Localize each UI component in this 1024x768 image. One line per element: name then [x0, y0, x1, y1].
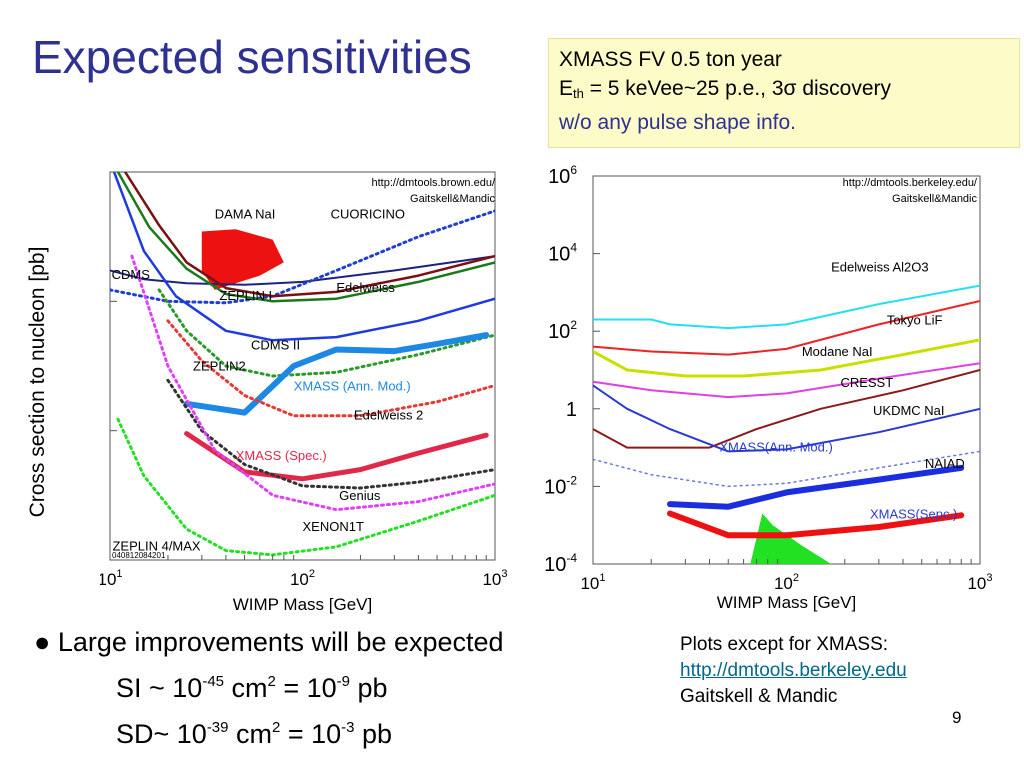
note-line-3: w/o any pulse shape info.: [559, 111, 796, 134]
cresst-curve: [593, 369, 980, 449]
footer-code: 040812084201: [112, 551, 166, 560]
plot-frame: [592, 175, 981, 565]
cdms-label: CDMS: [112, 267, 151, 282]
sd-conversion: SD~ 10-39 cm2 = 10-3 pb: [116, 719, 393, 749]
cresst-label: CRESST: [840, 375, 893, 390]
page-title: Expected sensitivities: [32, 31, 472, 83]
x-tick-label: 101: [580, 572, 605, 593]
credits-authors: Gaitskell & Mandic: [680, 686, 838, 707]
x-tick-label: 102: [774, 572, 799, 593]
bullet-block: ● Large improvements will be expected SI…: [34, 622, 504, 754]
y-tick-label: 10-2: [544, 473, 577, 498]
xmass-note-box: XMASS FV 0.5 ton year Eth = 5 keVee~25 p…: [548, 38, 1020, 148]
credits-block: Plots except for XMASS: http://dmtools.b…: [680, 632, 907, 710]
y-axis-label: Cross section to nucleon [pb]: [26, 246, 49, 518]
zeplin-i-curve: [123, 172, 495, 298]
y-tick-label: 10-4: [544, 551, 577, 576]
dama-nai-label: DAMA NaI: [215, 207, 276, 222]
watermark-url: http://dmtools.brown.edu/: [371, 177, 495, 189]
ukdmc-nai-label: UKDMC NaI: [873, 403, 945, 418]
x-tick-label: 103: [482, 568, 507, 589]
edelweiss-label: Edelweiss: [336, 280, 395, 295]
modane-nai-label: Modane NaI: [802, 344, 873, 359]
modane-nai-curve: [593, 362, 980, 399]
zeplin-4-max-curve: [116, 417, 495, 557]
plot-frame: [109, 171, 496, 561]
genius-label: Genius: [339, 488, 381, 503]
dama-nai-region: [201, 229, 284, 290]
edelweiss-curve: [116, 172, 495, 303]
page-number: 9: [952, 708, 962, 727]
cdms-ii-label: CDMS II: [251, 337, 300, 352]
xenon1t-label: XENON1T: [303, 519, 364, 534]
dmtools-link[interactable]: http://dmtools.berkeley.edu: [680, 660, 907, 681]
credits-line: Plots except for XMASS:: [680, 634, 889, 655]
plot-area: [593, 284, 980, 564]
yellow-green-curve: [593, 338, 980, 378]
cdms-ii-curve: [112, 172, 495, 342]
cdms-curve: [110, 255, 495, 286]
watermark-url: http://dmtools.berkeley.edu/: [843, 177, 978, 189]
y-tick-label: 1: [566, 399, 577, 421]
cuoricino-label: CUORICINO: [331, 207, 405, 222]
x-tick-label: 103: [967, 572, 992, 593]
edelweiss-2-label: Edelweiss 2: [354, 407, 423, 422]
zeplin2-label: ZEPLIN2: [193, 359, 246, 374]
x-axis-label: WIMP Mass [GeV]: [717, 593, 857, 612]
xmass-ann-mod-label: XMASS(Ann. Mod.): [719, 439, 832, 454]
note-line-1: XMASS FV 0.5 ton year: [559, 48, 782, 71]
si-sensitivity-chart: DAMA NaI CUORICINO CDMS Edelweiss ZEPLIN I CD…: [100, 160, 510, 620]
sd-sensitivity-chart: Edelweiss Al2O3 Tokyo LiF Modane NaI CRESST…: [525, 158, 1020, 620]
green-region-region: [750, 513, 832, 564]
si-conversion: SI ~ 10-45 cm2 = 10-9 pb: [116, 673, 388, 703]
tokyo-lif-curve: [593, 300, 980, 356]
watermark-authors: Gaitskell&Mandic: [892, 193, 977, 205]
naiad-label: NAIAD: [925, 456, 965, 471]
xmass-sepc-label: XMASS(Sepc.): [870, 506, 957, 521]
y-tick-label: 106: [548, 163, 577, 188]
zeplin2-curve: [157, 288, 495, 378]
ukdmc-nai-curve: [593, 384, 980, 453]
xmass-sepc-curve: [667, 510, 965, 539]
bullet-dot-icon: ●: [34, 627, 51, 657]
y-tick-label: 102: [548, 318, 577, 343]
xmass-ann-mod-curve: [667, 464, 965, 510]
zeplin-i-label: ZEPLIN I: [219, 288, 272, 303]
xmass-spec-label: XMASS (Spec.): [236, 448, 327, 463]
bullet-line-main: ● Large improvements will be expected: [34, 627, 504, 657]
genius-curve: [166, 378, 495, 490]
xmass-ann-mod-curve: [183, 332, 490, 416]
edelweiss-al2o3-label: Edelweiss Al2O3: [831, 259, 929, 274]
x-axis-label: WIMP Mass [GeV]: [233, 595, 373, 614]
note-line-2: Eth = 5 keVee~25 p.e., 3σ discovery: [559, 77, 892, 101]
naiad-curve: [593, 450, 980, 488]
tokyo-lif-label: Tokyo LiF: [887, 312, 943, 327]
zeplin-4-max-label: ZEPLIN 4/MAX: [112, 539, 200, 554]
x-tick-label: 101: [100, 568, 123, 589]
x-tick-label: 102: [290, 568, 315, 589]
watermark-authors: Gaitskell&Mandic: [410, 193, 495, 205]
edelweiss-2-curve: [166, 319, 495, 418]
edelweiss-al2o3-curve: [593, 284, 980, 330]
y-tick-label: 104: [548, 241, 577, 266]
xenon1t-curve: [130, 254, 495, 512]
xmass-ann-mod-label: XMASS (Ann. Mod.): [294, 378, 411, 393]
plot-area: [110, 172, 495, 557]
